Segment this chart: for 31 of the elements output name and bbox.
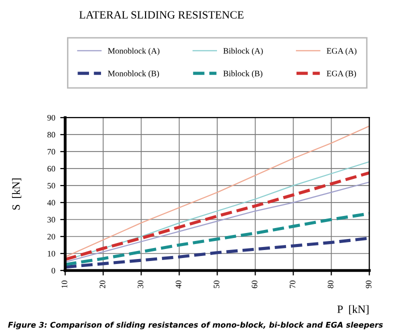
line-series [65,212,370,266]
legend-label: EGA (A) [326,48,356,56]
y-tick-label: 10 [48,250,56,256]
legend-label: Biblock (A) [223,48,263,56]
y-axis-title: S [kN] [12,178,22,210]
legend-label: Biblock (B) [223,70,262,78]
legend-label: EGA (B) [326,70,356,78]
y-tick-label: 30 [48,216,56,222]
x-tick-label: 10 [62,280,68,288]
x-tick-label: 70 [290,280,296,288]
y-tick-label: 40 [47,200,56,206]
x-tick-label: 60 [252,280,258,288]
legend-label: Monoblock (B) [108,70,159,78]
line-series [65,236,370,269]
x-tick-label: 30 [138,280,144,288]
line-series [65,126,370,258]
x-tick-label: 50 [214,280,220,288]
x-tick-label: 80 [328,280,334,288]
x-tick-label: 90 [366,280,372,288]
y-tick-label: 70 [48,148,56,155]
y-tick-label: 50 [48,182,56,189]
y-tick-label: 90 [47,114,56,121]
y-tick-label: 20 [47,234,56,240]
y-tick-label: 80 [47,132,56,138]
y-tick-label: 60 [47,166,56,172]
x-tick-label: 40 [176,280,182,288]
legend-label: Monoblock (A) [108,48,160,56]
chart-title: LATERAL SLIDING RESISTENCE [79,11,244,19]
x-axis-title: P [kN] [337,305,368,314]
x-tick-label: 20 [100,280,106,288]
y-tick-label: 0 [52,268,56,274]
